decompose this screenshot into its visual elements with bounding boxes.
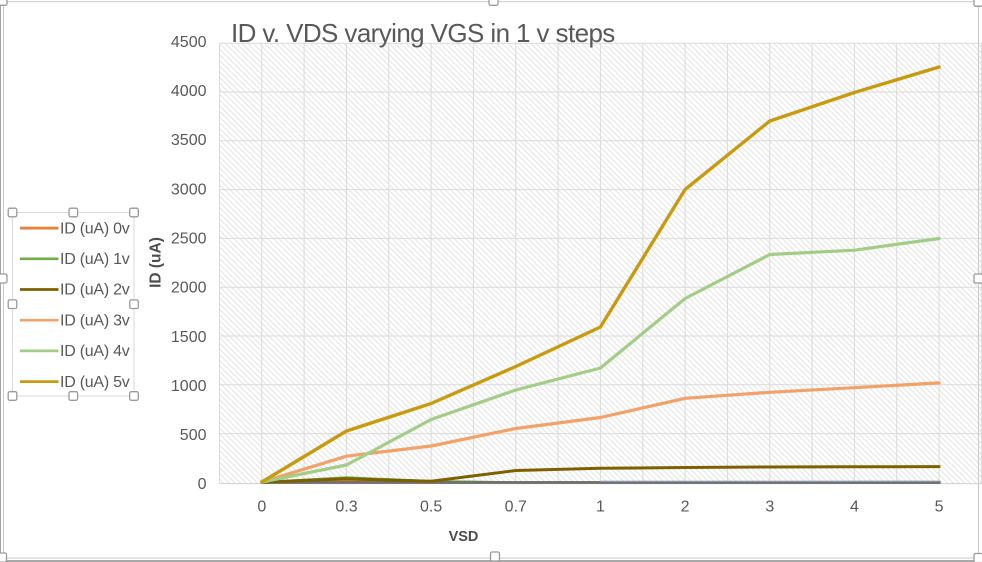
svg-text:4500: 4500 xyxy=(171,34,207,51)
svg-text:0.5: 0.5 xyxy=(420,499,442,516)
svg-text:ID (uA) 5v: ID (uA) 5v xyxy=(60,374,130,391)
svg-text:ID (uA): ID (uA) xyxy=(148,237,165,288)
svg-text:2500: 2500 xyxy=(171,231,207,248)
svg-text:VSD: VSD xyxy=(449,529,479,545)
svg-text:ID (uA) 3v: ID (uA) 3v xyxy=(60,312,130,329)
svg-text:ID (uA) 0v: ID (uA) 0v xyxy=(60,220,130,237)
svg-text:1000: 1000 xyxy=(171,378,207,395)
svg-text:4000: 4000 xyxy=(171,83,207,100)
svg-text:1500: 1500 xyxy=(171,329,207,346)
svg-text:3500: 3500 xyxy=(171,132,207,149)
svg-text:3000: 3000 xyxy=(171,181,207,198)
svg-text:2000: 2000 xyxy=(171,280,207,297)
svg-text:0: 0 xyxy=(198,476,207,493)
svg-text:4: 4 xyxy=(850,499,859,516)
svg-text:0.7: 0.7 xyxy=(505,499,527,516)
svg-text:500: 500 xyxy=(180,427,207,444)
svg-text:1: 1 xyxy=(596,499,605,516)
svg-text:0.3: 0.3 xyxy=(335,499,357,516)
svg-text:ID (uA) 4v: ID (uA) 4v xyxy=(60,343,130,360)
svg-text:0: 0 xyxy=(257,499,266,516)
svg-text:3: 3 xyxy=(765,499,774,516)
svg-text:2: 2 xyxy=(681,499,690,516)
svg-text:ID (uA) 2v: ID (uA) 2v xyxy=(60,282,130,299)
svg-text:ID (uA) 1v: ID (uA) 1v xyxy=(60,251,130,268)
svg-text:5: 5 xyxy=(935,499,944,516)
svg-text:ID v. VDS varying VGS in 1 v s: ID v. VDS varying VGS in 1 v steps xyxy=(231,18,615,48)
